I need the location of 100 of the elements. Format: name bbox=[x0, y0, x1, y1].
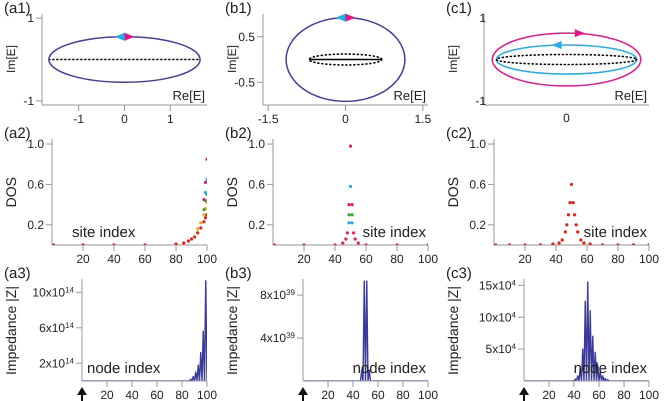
point bbox=[568, 201, 572, 204]
x-tick-label: 80 bbox=[396, 388, 410, 401]
text: Im[E] bbox=[446, 45, 460, 74]
x-tick-label: 80 bbox=[611, 252, 625, 266]
x-tick-label: -1.5 bbox=[258, 112, 279, 126]
point bbox=[202, 220, 206, 224]
x-tick-label: 40 bbox=[328, 252, 342, 266]
point bbox=[350, 203, 354, 206]
chart-title: (b2) bbox=[225, 125, 252, 142]
x-tick-label: 0 bbox=[342, 112, 350, 126]
y-tick-label: 10x10$^{4}$ bbox=[478, 310, 517, 324]
x-tick-label: 20 bbox=[100, 388, 114, 401]
y-tick-label: -1 bbox=[23, 94, 34, 108]
x-tick-label: 20 bbox=[321, 388, 335, 401]
y-tick-label: 0.2 bbox=[27, 218, 44, 232]
text: Re[E] bbox=[614, 88, 647, 103]
point bbox=[573, 213, 576, 216]
chart-title: (a1) bbox=[4, 0, 31, 17]
y-tick-label: 0.2 bbox=[248, 218, 266, 232]
x-tick-label: 100 bbox=[196, 252, 218, 266]
point bbox=[204, 180, 207, 184]
x-tick-label: 100 bbox=[638, 252, 660, 266]
y-tick-label: 0.5 bbox=[238, 30, 256, 44]
point bbox=[190, 237, 194, 241]
point bbox=[199, 221, 202, 224]
point bbox=[570, 182, 574, 186]
x-tick-label: 60 bbox=[359, 252, 373, 266]
point bbox=[174, 242, 178, 245]
x-axis-title: Re[E] bbox=[172, 88, 205, 103]
point bbox=[588, 242, 592, 245]
point bbox=[352, 231, 356, 234]
point bbox=[348, 184, 352, 188]
point bbox=[347, 213, 351, 216]
y-tick-label: 8x10$^{39}$ bbox=[260, 288, 296, 302]
x-tick-label: 40 bbox=[549, 252, 563, 266]
text: (c1) bbox=[446, 0, 472, 17]
x-tick-label: 40 bbox=[125, 388, 139, 401]
chart-title: (a3) bbox=[4, 265, 31, 282]
point bbox=[348, 144, 352, 148]
point bbox=[204, 216, 207, 220]
chart-title: (a2) bbox=[4, 125, 31, 142]
x-tick-label: 60 bbox=[580, 252, 594, 266]
x-tick-label: 0 bbox=[121, 112, 128, 126]
point bbox=[571, 201, 575, 204]
x-tick-label: 60 bbox=[371, 388, 385, 401]
x-axis-title: site index bbox=[584, 224, 647, 241]
y-axis-title: DOS bbox=[445, 176, 461, 208]
x-tick-label: 20 bbox=[76, 252, 90, 266]
chart-title: (b3) bbox=[225, 265, 252, 282]
point bbox=[582, 241, 586, 245]
x-tick-label: 60 bbox=[138, 252, 152, 266]
y-axis-title: Impedance |Z| bbox=[224, 286, 240, 374]
y-tick-label: 2x10$^{14}$ bbox=[39, 356, 75, 370]
point bbox=[564, 230, 567, 234]
x-tick-label: 20 bbox=[518, 252, 532, 266]
x-tick-label: 20 bbox=[542, 388, 556, 401]
y-tick-label: -0.5 bbox=[234, 75, 256, 90]
y-axis-title: Impedance |Z| bbox=[3, 286, 19, 374]
x-tick-label: 80 bbox=[390, 252, 404, 266]
chart-title: (c2) bbox=[446, 125, 472, 142]
x-tick-label: -1 bbox=[73, 112, 84, 126]
point bbox=[354, 237, 357, 241]
x-tick-label: 80 bbox=[175, 388, 189, 401]
y-tick-label: 5x10$^{4}$ bbox=[486, 342, 517, 356]
y-tick-label: 0.6 bbox=[248, 177, 266, 192]
y-tick-label: 0.6 bbox=[27, 177, 44, 192]
x-tick-label: 60 bbox=[592, 388, 606, 401]
chart-title: (c3) bbox=[446, 265, 472, 282]
y-tick-label: 0.2 bbox=[469, 218, 486, 232]
point bbox=[193, 235, 196, 239]
point bbox=[551, 242, 554, 245]
x-tick-label: 40 bbox=[346, 388, 360, 401]
point bbox=[350, 221, 354, 224]
y-tick-label: 0.6 bbox=[469, 177, 486, 192]
point bbox=[346, 231, 349, 234]
x-tick-label: 100 bbox=[196, 388, 218, 401]
point bbox=[356, 241, 360, 245]
point bbox=[565, 223, 568, 226]
point bbox=[574, 223, 578, 226]
point bbox=[196, 231, 200, 234]
point bbox=[350, 213, 354, 216]
point bbox=[344, 237, 348, 241]
point bbox=[341, 241, 344, 245]
point bbox=[186, 239, 190, 243]
y-tick-label: 15x10$^{4}$ bbox=[478, 278, 517, 292]
y-tick-label: 4x10$^{39}$ bbox=[260, 330, 296, 346]
y-axis-title: Impedance |Z| bbox=[445, 286, 461, 374]
x-tick-label: 40 bbox=[107, 252, 121, 266]
point bbox=[182, 241, 186, 245]
y-tick-label: 10x10$^{14}$ bbox=[32, 284, 75, 300]
x-tick-label: 60 bbox=[150, 388, 164, 401]
y-axis-title: Im[E] bbox=[4, 45, 18, 74]
x-tick-label: 20 bbox=[297, 252, 311, 266]
x-tick-label: 100 bbox=[418, 388, 438, 401]
point bbox=[560, 238, 564, 242]
y-axis-title: DOS bbox=[3, 176, 19, 208]
y-tick-label: 6x10$^{14}$ bbox=[39, 320, 75, 335]
x-tick-label: 1 bbox=[166, 112, 174, 126]
x-tick-label: 100 bbox=[418, 252, 438, 266]
point bbox=[566, 213, 570, 216]
